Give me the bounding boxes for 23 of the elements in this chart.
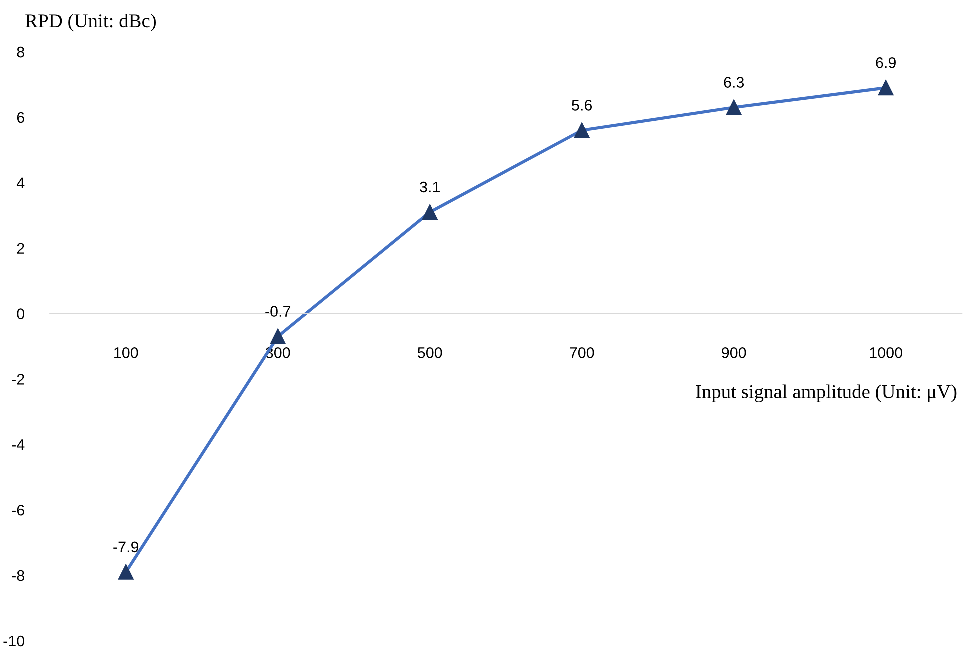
y-tick-label: -4: [12, 440, 25, 450]
x-tick-label: 500: [418, 348, 442, 358]
y-tick-label: -8: [12, 570, 24, 582]
data-label: 3.1: [420, 182, 440, 193]
y-axis-title: RPD (Unit: dBc): [26, 14, 156, 32]
data-label: 5.6: [572, 100, 592, 111]
data-label: -7.9: [114, 542, 139, 553]
y-tick-label: -10: [4, 636, 25, 647]
y-tick-label: 2: [17, 243, 24, 254]
y-tick-label: 8: [17, 46, 24, 58]
data-label: -0.7: [266, 306, 291, 317]
y-tick-label: 4: [16, 178, 25, 188]
data-label: 6.3: [724, 77, 744, 88]
y-tick-label: -2: [12, 374, 24, 385]
x-tick-label: 100: [114, 348, 138, 358]
y-tick-label: -6: [12, 504, 24, 516]
x-tick-label: 900: [722, 348, 746, 358]
x-tick-label: 1000: [870, 348, 902, 358]
data-label: 6.9: [876, 58, 896, 68]
x-axis-title: Input signal amplitude (Unit: μV): [696, 384, 957, 402]
y-tick-label: 0: [17, 308, 25, 320]
x-tick-label: 700: [570, 348, 594, 358]
y-tick-label: 6: [17, 112, 24, 124]
